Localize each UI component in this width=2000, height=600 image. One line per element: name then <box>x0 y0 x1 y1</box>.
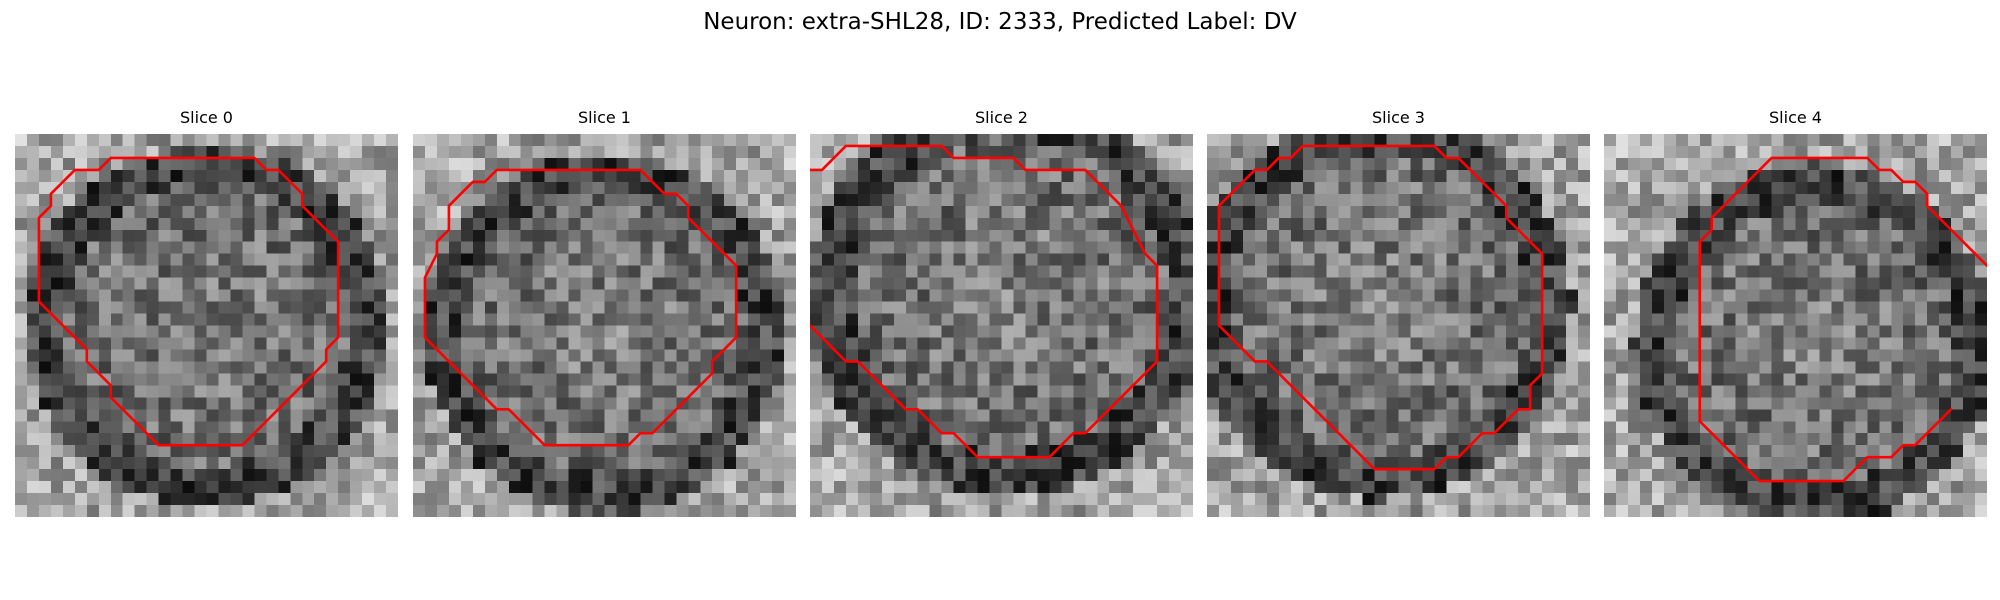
slice-panel-0: Slice 0 <box>15 104 398 521</box>
slice-image <box>810 134 1193 517</box>
slice-image <box>15 134 398 517</box>
slice-panel-2: Slice 2 <box>810 104 1193 521</box>
grayscale-pixels <box>413 134 796 517</box>
slice-panel-1: Slice 1 <box>413 104 796 521</box>
grayscale-pixels <box>810 134 1193 517</box>
slice-image <box>413 134 796 517</box>
slice-title: Slice 1 <box>578 108 631 127</box>
slice-title: Slice 3 <box>1372 108 1425 127</box>
slice-panel-3: Slice 3 <box>1207 104 1590 521</box>
slice-title: Slice 0 <box>180 108 233 127</box>
cell-contour <box>37 156 340 447</box>
cell-contour <box>1217 144 1544 471</box>
grayscale-pixels <box>1207 134 1590 517</box>
cell-contour <box>423 168 738 447</box>
slice-title: Slice 2 <box>975 108 1028 127</box>
cell-contour <box>1698 156 1987 483</box>
slice-image <box>1207 134 1590 517</box>
cell-contour <box>810 144 1159 459</box>
slice-panel-4: Slice 4 <box>1604 104 1987 521</box>
slice-title: Slice 4 <box>1769 108 1822 127</box>
grayscale-pixels <box>1604 134 1987 517</box>
slice-image <box>1604 134 1987 517</box>
grayscale-pixels <box>15 134 398 517</box>
figure-title: Neuron: extra-SHL28, ID: 2333, Predicted… <box>703 9 1297 35</box>
